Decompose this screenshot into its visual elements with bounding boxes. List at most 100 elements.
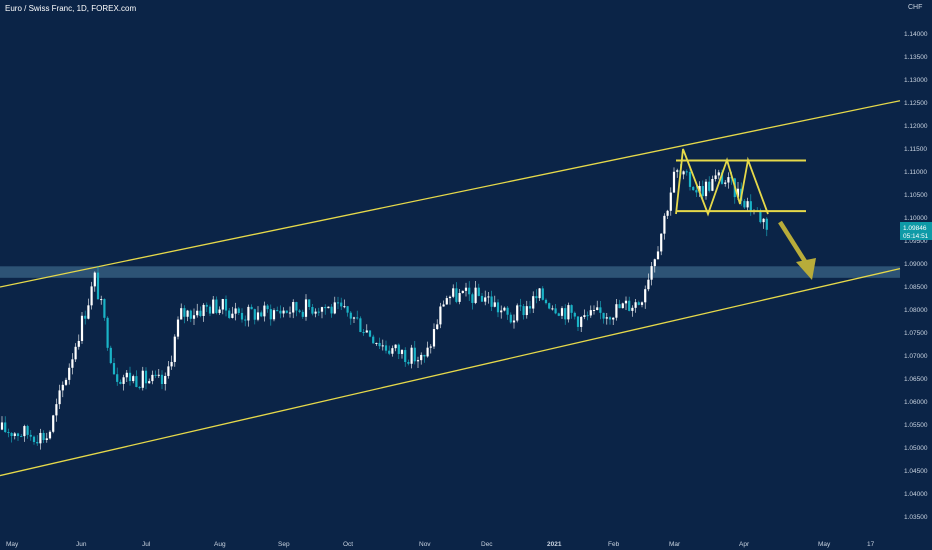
- candle-body: [327, 306, 330, 309]
- candle-body: [400, 350, 404, 354]
- candle-body: [208, 306, 212, 314]
- candles: [0, 163, 768, 450]
- y-tick-label: 1.13500: [904, 54, 928, 61]
- candle-body: [160, 374, 164, 385]
- candle-body: [285, 310, 288, 313]
- candle-body: [189, 310, 192, 319]
- candle-body: [260, 312, 263, 317]
- candle-body: [727, 177, 730, 183]
- candle-body: [468, 287, 471, 295]
- candle-body: [148, 381, 151, 384]
- candle-body: [576, 316, 580, 327]
- candle-body: [749, 201, 752, 211]
- candle-body: [416, 360, 420, 362]
- y-tick-label: 1.14000: [904, 31, 928, 38]
- candle-body: [141, 370, 144, 388]
- candle-body: [330, 306, 333, 314]
- candle-body: [714, 175, 717, 180]
- x-tick-label: May: [818, 541, 831, 548]
- candle-body: [535, 296, 538, 299]
- candle-body: [77, 340, 80, 347]
- candle-body: [317, 311, 320, 313]
- candle-body: [672, 171, 676, 193]
- x-tick-label: May: [6, 541, 19, 548]
- y-tick-label: 1.06500: [904, 376, 928, 383]
- candle-body: [183, 308, 186, 317]
- candle-body: [93, 272, 96, 287]
- resistance-zone: [0, 266, 900, 278]
- candle-body: [375, 342, 378, 344]
- candle-body: [48, 431, 52, 439]
- candle-body: [10, 432, 13, 436]
- candle-body: [580, 316, 583, 327]
- candle-body: [52, 415, 55, 432]
- candle-body: [202, 304, 205, 316]
- candle-body: [23, 426, 26, 437]
- candle-body: [560, 308, 564, 316]
- candle-body: [112, 363, 116, 375]
- y-tick-label: 1.08000: [904, 307, 928, 314]
- candle-body: [61, 384, 64, 391]
- y-axis: 1.11500 1.11000 1.10500 1.10000 1.09500 1.090…: [904, 31, 928, 521]
- candle-body: [608, 317, 612, 320]
- candle-body: [336, 302, 340, 304]
- candle-body: [314, 311, 317, 314]
- price-tag-box: [900, 222, 932, 240]
- candle-body: [164, 375, 167, 385]
- candle-body: [429, 346, 432, 348]
- candle-body: [471, 294, 474, 303]
- y-tick-label: 1.03500: [904, 514, 928, 521]
- candle-body: [442, 304, 445, 307]
- candle-body: [452, 288, 455, 297]
- candle-body: [621, 303, 624, 309]
- candle-body: [36, 442, 39, 444]
- candle-body: [16, 433, 20, 437]
- candle-body: [128, 372, 132, 382]
- channel-upper-line: [0, 100, 901, 288]
- candle-body: [106, 317, 109, 348]
- candle-body: [167, 366, 170, 376]
- candle-body: [628, 300, 631, 311]
- candle-body: [698, 186, 701, 193]
- candle-body: [333, 302, 336, 314]
- candle-body: [122, 377, 125, 384]
- candle-body: [272, 310, 276, 320]
- candle-body: [669, 192, 672, 211]
- x-tick-label: Apr: [739, 541, 750, 548]
- candle-body: [500, 310, 503, 313]
- candle-body: [490, 296, 493, 307]
- candle-body: [564, 308, 567, 320]
- chart-title: Euro / Swiss Franc, 1D, FOREX.com: [5, 4, 137, 13]
- candle-body: [736, 188, 740, 198]
- candle-body: [157, 374, 160, 376]
- candle-body: [212, 299, 215, 314]
- candle-body: [692, 186, 695, 191]
- candle-body: [410, 347, 413, 364]
- y-tick-label: 1.09500: [904, 238, 928, 245]
- candle-body: [221, 299, 224, 310]
- candle-body: [711, 179, 714, 191]
- y-tick-label: 1.05500: [904, 422, 928, 429]
- candle-body: [378, 342, 381, 347]
- candle-body: [180, 308, 183, 320]
- candle-body: [84, 315, 87, 319]
- candle-body: [420, 354, 423, 361]
- y-tick-label: 1.08500: [904, 284, 928, 291]
- zigzag-pattern-line: [675, 148, 769, 217]
- candle-body: [439, 306, 442, 325]
- y-tick-label: 1.09000: [904, 261, 928, 268]
- candle-body: [413, 347, 416, 362]
- candle-body: [301, 311, 304, 317]
- candle-body: [624, 300, 628, 304]
- candle-body: [308, 299, 311, 307]
- candle-body: [404, 350, 407, 362]
- projection-arrow-shaft: [778, 220, 808, 265]
- candle-body: [58, 390, 61, 405]
- candle-body: [717, 172, 720, 176]
- y-tick-label: 1.13000: [904, 77, 928, 84]
- candle-body: [80, 315, 84, 341]
- y-tick-label: 1.07000: [904, 353, 928, 360]
- candle-body: [368, 330, 372, 337]
- candle-body: [292, 302, 295, 313]
